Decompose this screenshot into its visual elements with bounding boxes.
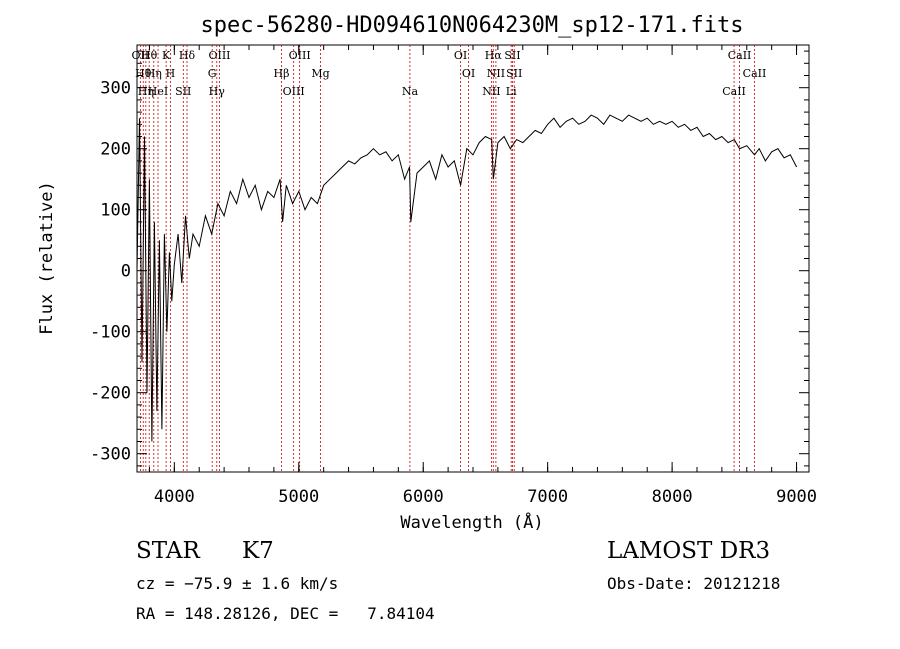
y-tick-label: 0 bbox=[121, 262, 131, 282]
line-label: Hη bbox=[138, 85, 154, 98]
line-label: NII bbox=[487, 67, 505, 80]
line-label: Hβ bbox=[274, 67, 290, 80]
x-tick-label: 5000 bbox=[278, 487, 319, 507]
line-label: OI bbox=[462, 67, 475, 80]
object-subclass: K7 bbox=[242, 538, 274, 564]
line-label: CaII bbox=[743, 67, 767, 80]
line-label: Na bbox=[402, 85, 419, 98]
line-label: Hη bbox=[146, 67, 162, 80]
y-tick-label: 200 bbox=[100, 140, 131, 160]
line-label: SII bbox=[506, 67, 522, 80]
line-label: SII bbox=[504, 49, 520, 62]
observation-date: Obs-Date: 20121218 bbox=[607, 574, 781, 593]
line-label: CaII bbox=[722, 85, 746, 98]
x-tick-label: 9000 bbox=[776, 487, 817, 507]
line-label: Hα bbox=[485, 49, 503, 62]
line-label: NII bbox=[482, 85, 500, 98]
x-tick-label: 6000 bbox=[403, 487, 444, 507]
y-tick-label: -100 bbox=[90, 323, 131, 343]
y-tick-label: -200 bbox=[90, 384, 131, 404]
line-label: Hθ bbox=[135, 67, 152, 80]
line-label: SII bbox=[175, 85, 191, 98]
coordinates-readout: RA = 148.28126, DEC = 7.84104 bbox=[136, 604, 435, 623]
line-label: G bbox=[208, 67, 217, 80]
line-label: OIII bbox=[283, 85, 305, 98]
line-label: HeI bbox=[148, 85, 168, 98]
y-tick-label: 100 bbox=[100, 201, 131, 221]
object-class: STAR bbox=[136, 538, 200, 564]
chart-title: spec-56280-HD094610N064230M_sp12-171.fit… bbox=[200, 13, 743, 38]
line-label: OII bbox=[132, 49, 150, 62]
redshift-readout: cz = −75.9 ± 1.6 km/s bbox=[136, 574, 339, 593]
flux-series-line bbox=[136, 114, 798, 442]
x-tick-label: 4000 bbox=[154, 487, 195, 507]
emission-line-markers bbox=[139, 45, 755, 472]
line-label: Mg bbox=[311, 67, 329, 80]
x-tick-label: 8000 bbox=[652, 487, 693, 507]
x-axis-label: Wavelength (Å) bbox=[400, 511, 543, 533]
plot-frame bbox=[136, 44, 810, 473]
line-label: CaII bbox=[728, 49, 752, 62]
line-label: H bbox=[166, 67, 176, 80]
line-label: K bbox=[162, 49, 171, 62]
y-axis-label: Flux (relative) bbox=[37, 181, 57, 335]
y-tick-label: -300 bbox=[90, 445, 131, 465]
line-label: Hδ bbox=[179, 49, 196, 62]
line-label: Li bbox=[506, 85, 517, 98]
line-label: OIII bbox=[208, 49, 230, 62]
y-tick-label: 300 bbox=[100, 79, 131, 99]
emission-line-labels: OIIHθHηHθHηHeIKHSIIHδGHγOIIIHβOIIIOIIIMg… bbox=[132, 49, 767, 98]
line-label: Hθ bbox=[141, 49, 158, 62]
line-label: OIII bbox=[289, 49, 311, 62]
x-tick-label: 7000 bbox=[527, 487, 568, 507]
y-axis-ticks: -300 -200 -100 0 100 200 300 bbox=[90, 50, 809, 467]
line-label: Hγ bbox=[209, 85, 226, 98]
x-axis-ticks: 4000 5000 6000 7000 8000 9000 bbox=[148, 45, 817, 507]
line-label: OI bbox=[454, 49, 467, 62]
survey-name: LAMOST DR3 bbox=[607, 538, 771, 564]
